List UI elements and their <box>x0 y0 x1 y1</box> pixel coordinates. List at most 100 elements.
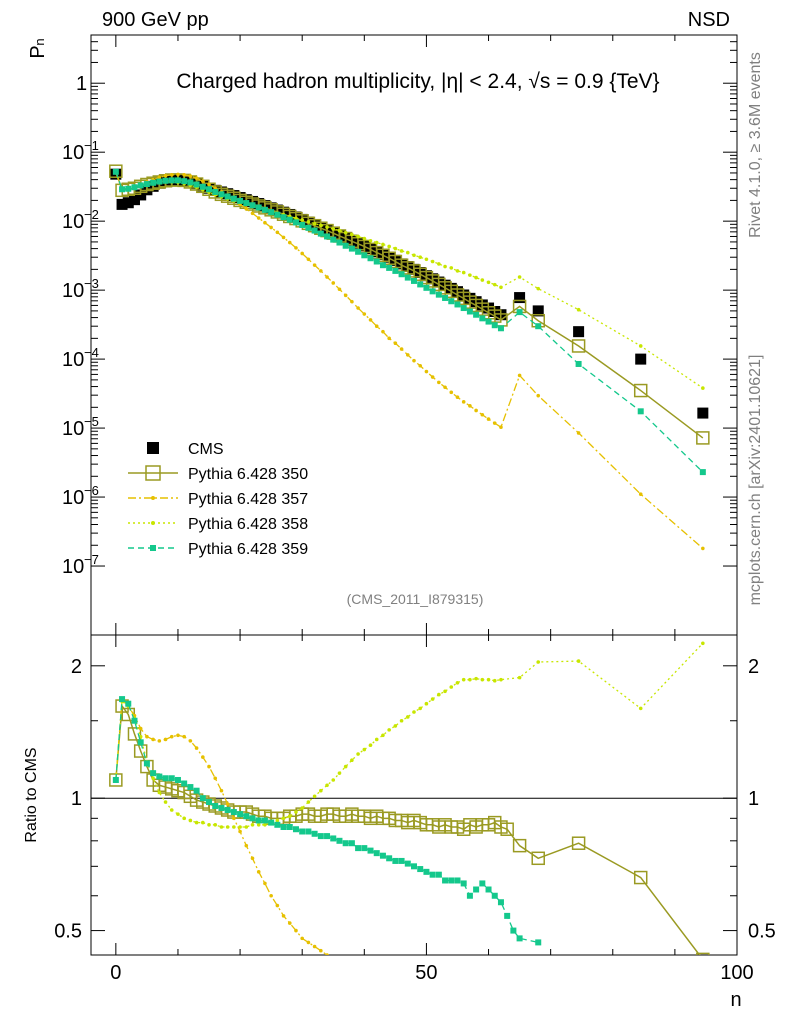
pythia-6-428-357-point <box>163 173 168 178</box>
pythia-6-428-359-point <box>442 294 449 301</box>
ratio-pythia-6-428-359-point <box>299 828 306 835</box>
ratio-pythia-6-428-359-point <box>510 927 517 934</box>
pythia-6-428-358-point <box>449 266 454 270</box>
pythia-6-428-358-point <box>443 264 447 269</box>
pythia-6-428-359-point <box>479 315 486 322</box>
pythia-6-428-357-point <box>306 257 311 262</box>
legend-pythia-6-428-359-marker <box>150 545 156 551</box>
pythia-6-428-357-point <box>176 172 180 177</box>
cms-point <box>573 326 585 338</box>
pythia-6-428-359-point <box>261 206 268 213</box>
cms-point <box>635 353 647 365</box>
ratio-pythia-6-428-357-point <box>269 893 273 898</box>
cms-point <box>697 407 709 419</box>
ratio-pythia-6-428-357-point <box>244 843 249 848</box>
pythia-6-428-358-point <box>412 253 416 258</box>
ratio-panel-frame <box>90 634 738 956</box>
ratio-pythia-6-428-359-point <box>324 833 331 840</box>
pythia-6-428-350-point <box>696 431 710 445</box>
ratio-pythia-6-428-358-point <box>213 822 218 827</box>
rivet-version-label: Rivet 4.1.0, ≥ 3.6M events <box>747 52 764 238</box>
pythia-6-428-358-point <box>343 230 348 235</box>
ratio-pythia-6-428-359-point <box>367 847 374 854</box>
ratio-pythia-6-428-358-point <box>576 659 581 663</box>
y-tick-exponent: −6 <box>84 483 99 498</box>
main-y-axis: 110−110−210−310−410−510−610−7 <box>62 34 738 635</box>
ratio-pythia-6-428-357-point <box>294 928 298 933</box>
y-tick-label: 10 <box>62 487 84 509</box>
pythia-6-428-358-point <box>468 273 472 277</box>
ratio-pythia-6-428-358-point <box>300 806 304 810</box>
pythia-6-428-358-point <box>325 225 329 229</box>
ratio-pythia-6-428-350-point <box>127 727 142 741</box>
ratio-pythia-6-428-359-point <box>336 837 343 844</box>
ratio-pythia-6-428-359-point <box>119 696 126 703</box>
ratio-pythia-6-428-358-point <box>151 776 155 781</box>
ratio-pythia-6-428-359-point <box>224 807 231 814</box>
pythia-6-428-359-point <box>454 301 461 308</box>
ratio-y-tick-label: 0.5 <box>54 921 82 943</box>
ratio-pythia-6-428-357-point <box>263 881 267 886</box>
ratio-pythia-6-428-358-point <box>225 825 230 829</box>
ratio-pythia-6-428-359-point <box>274 821 281 828</box>
ratio-pythia-6-428-358-point <box>287 814 292 819</box>
pythia-6-428-359-point <box>112 168 119 175</box>
ratio-pythia-6-428-359-point <box>268 819 275 826</box>
pythia-6-428-359-point <box>274 211 281 218</box>
ratio-pythia-6-428-359-point <box>187 784 194 791</box>
pythia-6-428-358-point <box>374 240 379 245</box>
ratio-pythia-6-428-358-point <box>468 677 472 682</box>
y-axis-label: P <box>27 45 49 58</box>
pythia-6-428-359-point <box>535 323 542 330</box>
pythia-6-428-358-point <box>319 223 323 228</box>
ratio-pythia-6-428-357-point <box>182 734 186 739</box>
pythia-6-428-357-point <box>455 395 460 400</box>
ratio-pythia-6-428-357-point <box>219 788 224 793</box>
pythia-6-428-359-point <box>230 195 237 202</box>
ratio-pythia-6-428-359-point <box>535 939 542 946</box>
pythia-6-428-359-point <box>379 262 386 269</box>
pythia-6-428-358-point <box>368 238 373 243</box>
ratio-y-tick-label: 1 <box>71 788 82 810</box>
pythia-6-428-357-point <box>701 546 705 551</box>
pythia-6-428-359-point <box>342 242 349 249</box>
pythia-6-428-357-point <box>443 385 447 390</box>
ratio-pythia-6-428-357-point <box>256 870 261 874</box>
pythia-6-428-359-point <box>255 204 262 211</box>
ratio-pythia-6-428-359-point <box>479 880 486 887</box>
pythia-6-428-359-point <box>398 271 405 278</box>
pythia-6-428-358-point <box>480 278 485 282</box>
pythia-6-428-359-point <box>268 209 275 216</box>
ratio-pythia-6-428-357-point <box>238 829 242 834</box>
pythia-6-428-359-point <box>299 221 306 228</box>
pythia-6-428-357-point <box>269 225 273 230</box>
ratio-pythia-6-428-358-point <box>194 820 199 825</box>
ratio-pythia-6-428-358-point <box>492 678 497 683</box>
pythia-6-428-357-point <box>387 336 391 341</box>
chart-title: Charged hadron multiplicity, |η| < 2.4, … <box>176 70 659 93</box>
ratio-pythia-6-428-358-point <box>350 758 354 763</box>
x-tick-label: 50 <box>415 962 437 984</box>
ratio-pythia-6-428-358-point <box>437 692 441 697</box>
pythia-6-428-357-point <box>437 380 441 385</box>
ratio-pythia-6-428-359-point <box>305 828 312 835</box>
pythia-6-428-358-point <box>424 257 429 262</box>
pythia-6-428-359-point <box>466 308 473 315</box>
pythia-6-428-357-point <box>499 425 503 429</box>
ratio-y-axis-label: Ratio to CMS <box>23 747 40 842</box>
ratio-y-tick-label-right: 0.5 <box>748 921 776 943</box>
ratio-pythia-6-428-358-point <box>207 822 211 827</box>
ratio-pythia-6-428-357-point <box>188 739 193 743</box>
ratio-pythia-6-428-359-point <box>386 855 393 862</box>
pythia-6-428-359-point <box>435 291 442 298</box>
ratio-pythia-6-428-358-point <box>405 715 410 719</box>
ratio-pythia-6-428-359-point <box>491 892 498 899</box>
pythia-6-428-357-point <box>405 353 410 357</box>
pythia-6-428-358-point <box>437 262 441 266</box>
ratio-pythia-6-428-359-point <box>516 935 523 942</box>
ratio-pythia-6-428-359-point <box>398 857 405 864</box>
pythia-6-428-359-point <box>206 186 213 193</box>
y-tick-label: 1 <box>76 73 87 95</box>
ratio-y-tick-label-right: 1 <box>748 788 759 810</box>
